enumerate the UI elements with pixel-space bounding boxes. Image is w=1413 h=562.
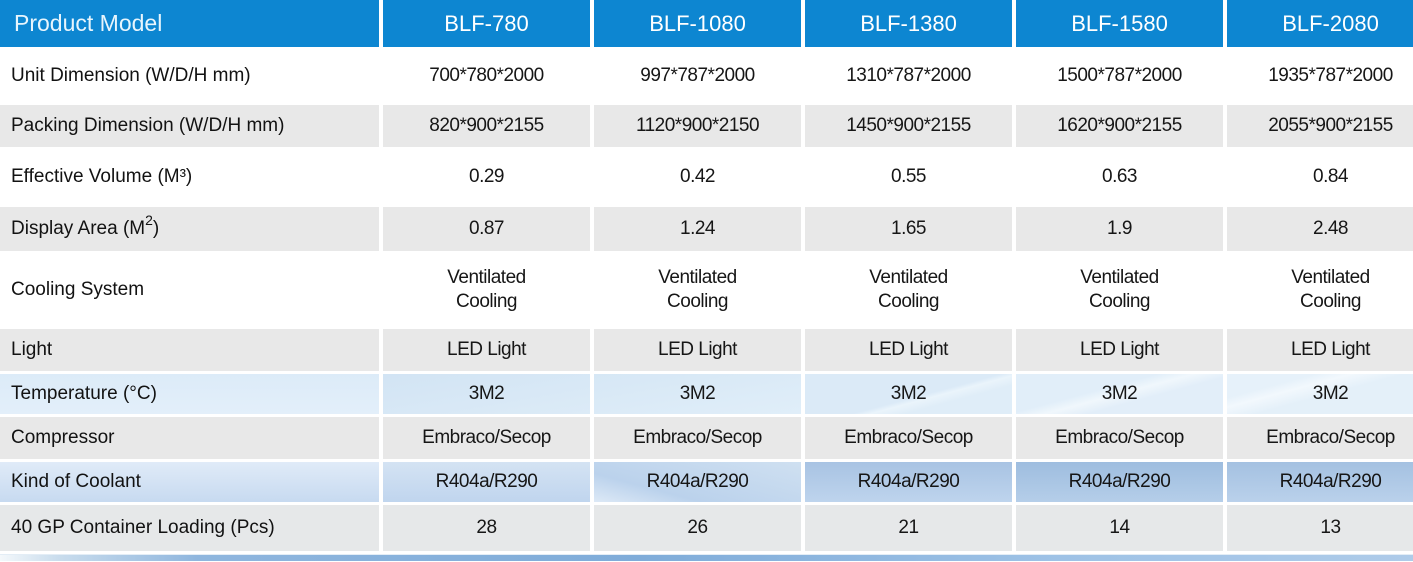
spec-cell: 0.55	[805, 150, 1012, 204]
row-label: Display Area (M2)	[0, 207, 379, 251]
spec-cell: 997*787*2000	[594, 50, 801, 102]
spec-cell: 28	[383, 505, 590, 551]
decorative-wave-strip	[0, 554, 1413, 561]
row-unit-dimension: Unit Dimension (W/D/H mm) 700*780*2000 9…	[0, 50, 1413, 102]
spec-cell: 13	[1227, 505, 1413, 551]
spec-cell: R404a/R290	[594, 462, 801, 502]
spec-cell: 14	[1016, 505, 1223, 551]
row-label: Cooling System	[0, 254, 379, 326]
row-container-loading: 40 GP Container Loading (Pcs) 28 26 21 1…	[0, 505, 1413, 551]
spec-cell: Ventilated Cooling	[805, 254, 1012, 326]
header-model-blf-2080: BLF-2080	[1227, 0, 1413, 47]
header-model-blf-1580: BLF-1580	[1016, 0, 1223, 47]
spec-cell: LED Light	[1227, 329, 1413, 371]
spec-cell: Embraco/Secop	[805, 417, 1012, 459]
spec-cell: 0.87	[383, 207, 590, 251]
row-label: Light	[0, 329, 379, 371]
spec-cell: 3M2	[383, 374, 590, 414]
row-label: Temperature (°C)	[0, 374, 379, 414]
spec-cell: 0.63	[1016, 150, 1223, 204]
spec-cell: Embraco/Secop	[383, 417, 590, 459]
spec-cell: 3M2	[1227, 374, 1413, 414]
spec-cell: 820*900*2155	[383, 105, 590, 147]
spec-cell: Embraco/Secop	[1227, 417, 1413, 459]
spec-cell: 21	[805, 505, 1012, 551]
spec-cell: Embraco/Secop	[1016, 417, 1223, 459]
spec-cell: LED Light	[1016, 329, 1223, 371]
spec-cell: 2.48	[1227, 207, 1413, 251]
spec-cell: Embraco/Secop	[594, 417, 801, 459]
label-text: )	[152, 218, 160, 239]
spec-cell: 1450*900*2155	[805, 105, 1012, 147]
row-label: Effective Volume (M³)	[0, 150, 379, 204]
spec-cell: R404a/R290	[1016, 462, 1223, 502]
row-compressor: Compressor Embraco/Secop Embraco/Secop E…	[0, 417, 1413, 459]
spec-cell: 1.24	[594, 207, 801, 251]
row-display-area: Display Area (M2) 0.87 1.24 1.65 1.9 2.4…	[0, 207, 1413, 251]
row-temperature: Temperature (°C) 3M2 3M2 3M2 3M2 3M2	[0, 374, 1413, 414]
row-cooling-system: Cooling System Ventilated Cooling Ventil…	[0, 254, 1413, 326]
spec-cell: 1310*787*2000	[805, 50, 1012, 102]
spec-cell: 0.84	[1227, 150, 1413, 204]
row-kind-of-coolant: Kind of Coolant R404a/R290 R404a/R290 R4…	[0, 462, 1413, 502]
row-label: Packing Dimension (W/D/H mm)	[0, 105, 379, 147]
spec-cell: 1620*900*2155	[1016, 105, 1223, 147]
row-label: Kind of Coolant	[0, 462, 379, 502]
spec-cell: 3M2	[1016, 374, 1223, 414]
row-label: Unit Dimension (W/D/H mm)	[0, 50, 379, 102]
row-light: Light LED Light LED Light LED Light LED …	[0, 329, 1413, 371]
header-model-blf-1080: BLF-1080	[594, 0, 801, 47]
row-effective-volume: Effective Volume (M³) 0.29 0.42 0.55 0.6…	[0, 150, 1413, 204]
spec-cell: Ventilated Cooling	[1227, 254, 1413, 326]
spec-cell: LED Light	[383, 329, 590, 371]
spec-cell: Ventilated Cooling	[594, 254, 801, 326]
label-superscript: 2	[145, 212, 153, 228]
spec-cell: 26	[594, 505, 801, 551]
spec-cell: 700*780*2000	[383, 50, 590, 102]
row-label: 40 GP Container Loading (Pcs)	[0, 505, 379, 551]
row-packing-dimension: Packing Dimension (W/D/H mm) 820*900*215…	[0, 105, 1413, 147]
row-label: Compressor	[0, 417, 379, 459]
spec-cell: 1.65	[805, 207, 1012, 251]
spec-cell: 0.29	[383, 150, 590, 204]
spec-cell: 1500*787*2000	[1016, 50, 1223, 102]
spec-cell: LED Light	[594, 329, 801, 371]
header-model-blf-1380: BLF-1380	[805, 0, 1012, 47]
spec-cell: 1935*787*2000	[1227, 50, 1413, 102]
spec-cell: R404a/R290	[383, 462, 590, 502]
spec-cell: 0.42	[594, 150, 801, 204]
spec-cell: R404a/R290	[1227, 462, 1413, 502]
spec-cell: 1120*900*2150	[594, 105, 801, 147]
table-header-row: Product Model BLF-780 BLF-1080 BLF-1380 …	[0, 0, 1413, 47]
spec-cell: Ventilated Cooling	[383, 254, 590, 326]
spec-cell: R404a/R290	[805, 462, 1012, 502]
spec-cell: 3M2	[805, 374, 1012, 414]
spec-cell: Ventilated Cooling	[1016, 254, 1223, 326]
spec-cell: 2055*900*2155	[1227, 105, 1413, 147]
label-text: Display Area (M	[11, 218, 146, 239]
spec-cell: LED Light	[805, 329, 1012, 371]
header-model-blf-780: BLF-780	[383, 0, 590, 47]
spec-cell: 1.9	[1016, 207, 1223, 251]
header-product-model: Product Model	[0, 0, 379, 47]
spec-cell: 3M2	[594, 374, 801, 414]
